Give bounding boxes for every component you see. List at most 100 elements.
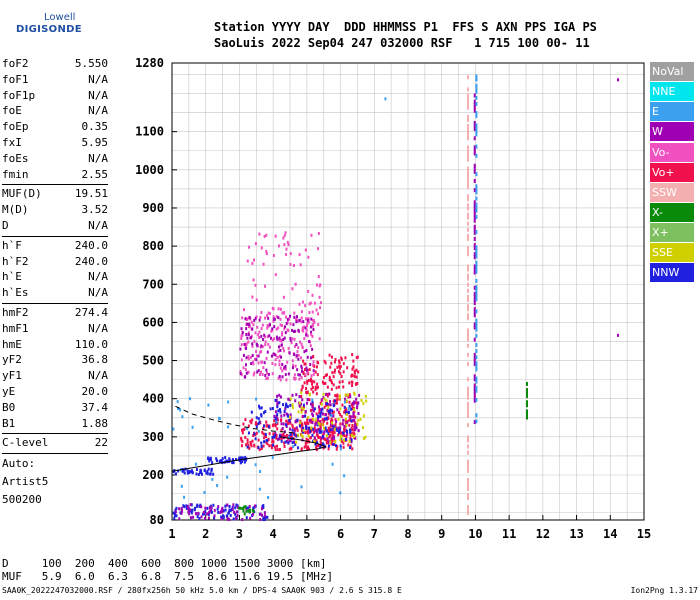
echo-point	[317, 444, 320, 448]
vertical-trace-point	[475, 269, 478, 274]
echo-point	[255, 358, 258, 362]
echo-point	[262, 337, 265, 341]
vertical-trace-point	[467, 93, 469, 98]
echo-point	[315, 433, 318, 437]
echo-point	[325, 416, 328, 420]
param-separator	[2, 433, 108, 435]
echo-point	[306, 421, 309, 425]
legend-item-x: X+	[650, 223, 694, 243]
echo-point	[276, 416, 279, 420]
echo-point	[187, 510, 190, 514]
vertical-trace-point	[475, 248, 478, 253]
echo-point	[261, 323, 264, 327]
echo-point	[332, 410, 335, 414]
echo-point	[248, 510, 251, 514]
echo-point	[333, 443, 336, 447]
vertical-trace-point	[473, 203, 476, 208]
echo-point	[350, 419, 353, 423]
echo-point	[260, 441, 263, 445]
echo-point	[241, 316, 244, 320]
echo-point	[279, 366, 282, 370]
echo-point	[351, 407, 354, 411]
vertical-trace-point	[475, 153, 478, 158]
x-tick-label: 2	[202, 527, 209, 541]
echo-point	[273, 414, 276, 418]
echo-point	[325, 434, 328, 438]
echo-point	[203, 516, 206, 520]
echo-point	[321, 423, 324, 427]
echo-point	[239, 458, 242, 462]
echo-point	[220, 460, 223, 464]
echo-point	[253, 371, 256, 375]
echo-point	[284, 405, 287, 409]
echo-point	[286, 317, 289, 321]
echo-point	[316, 441, 319, 445]
echo-point	[355, 426, 358, 430]
echo-point	[351, 380, 354, 384]
echo-point	[262, 411, 265, 415]
echo-point	[289, 421, 292, 425]
echo-point	[247, 431, 250, 435]
echo-point	[330, 437, 333, 441]
echo-point	[209, 504, 212, 508]
echo-point	[209, 509, 212, 513]
vertical-trace-point	[473, 291, 476, 296]
echo-point	[308, 339, 311, 343]
echo-point	[291, 366, 294, 370]
echo-point	[353, 434, 356, 438]
echo-point	[304, 373, 307, 377]
echo-point	[241, 331, 244, 335]
echo-point	[354, 401, 357, 405]
vertical-trace-point	[473, 166, 476, 171]
echo-point	[318, 430, 321, 434]
echo-point	[315, 392, 318, 396]
echo-point	[333, 399, 336, 403]
vertical-trace-point	[473, 267, 476, 272]
echo-point	[260, 406, 263, 410]
echo-point	[251, 353, 254, 357]
echo-point	[258, 406, 261, 410]
echo-point	[306, 390, 309, 394]
echo-point	[279, 418, 282, 422]
echo-point	[312, 390, 315, 394]
echo-point	[276, 427, 279, 431]
vertical-trace-point	[467, 389, 469, 394]
echo-point	[262, 424, 265, 428]
echo-point	[310, 379, 313, 383]
echo-point	[251, 342, 254, 346]
echo-point	[260, 360, 263, 364]
echo-point	[244, 418, 247, 422]
echo-point	[277, 349, 280, 353]
echo-point	[319, 408, 322, 412]
echo-point	[327, 447, 330, 451]
echo-point	[208, 510, 211, 514]
echo-point	[207, 403, 210, 407]
echo-point	[285, 402, 288, 406]
echo-point	[256, 370, 259, 374]
echo-point	[331, 418, 334, 422]
echo-point	[206, 472, 209, 476]
param-label: foEp	[2, 120, 29, 134]
echo-point	[318, 436, 321, 440]
echo-point	[298, 401, 301, 405]
echo-point	[304, 368, 307, 372]
vertical-trace-point	[467, 478, 469, 482]
echo-point	[350, 440, 353, 444]
echo-point	[229, 514, 232, 518]
echo-point	[305, 441, 308, 445]
echo-point	[354, 421, 357, 425]
echo-point	[328, 375, 331, 379]
echo-point	[293, 440, 296, 444]
echo-point	[339, 422, 342, 426]
echo-point	[337, 430, 340, 434]
profile-curve-dashed	[175, 405, 297, 434]
echo-point	[285, 423, 288, 427]
vertical-trace-point	[526, 415, 528, 420]
echo-point	[206, 469, 209, 473]
vertical-trace-point	[467, 227, 469, 232]
echo-point	[299, 421, 302, 425]
echo-point	[289, 397, 292, 401]
echo-point	[275, 420, 278, 424]
echo-point	[312, 427, 315, 431]
echo-point	[262, 516, 265, 520]
